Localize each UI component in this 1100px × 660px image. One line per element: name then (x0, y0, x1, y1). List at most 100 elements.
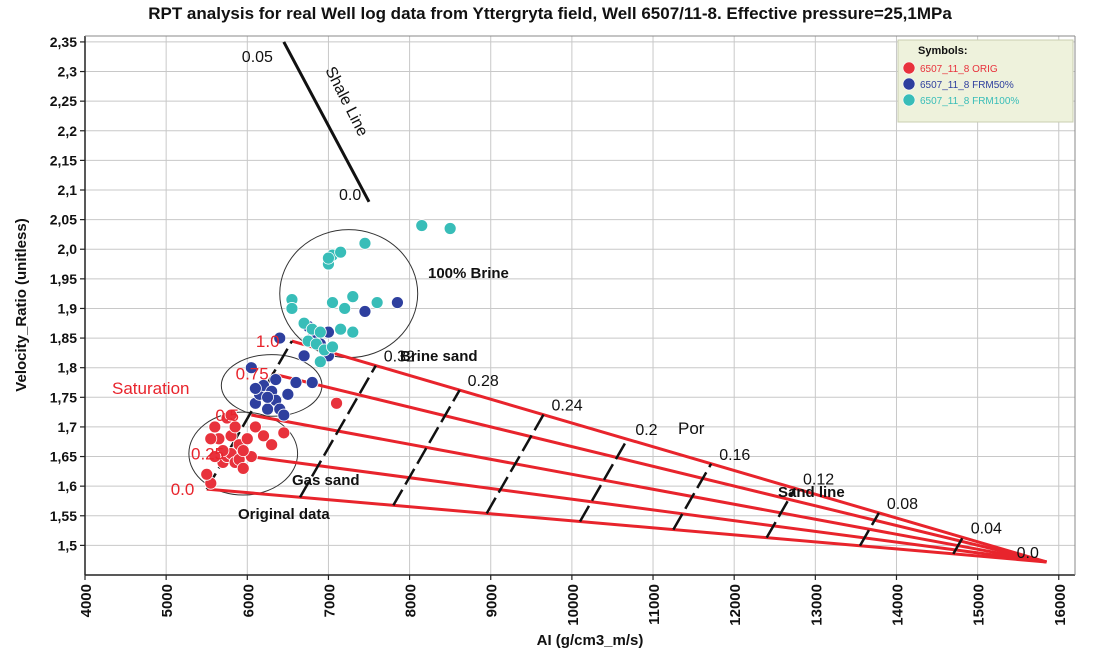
legend-label: 6507_11_8 FRM50% (920, 80, 1014, 91)
legend-marker (902, 77, 916, 91)
x-axis-label: AI (g/cm3_m/s) (537, 632, 644, 649)
saturation-line (206, 487, 1047, 564)
data-point (313, 355, 327, 369)
saturation-label: 1.0 (256, 332, 280, 351)
data-point (269, 373, 283, 386)
y-tick-label: 1,85 (50, 330, 77, 346)
y-tick-label: 2,3 (58, 64, 78, 80)
porosity-label: 0.28 (468, 373, 499, 390)
saturation-label: 0.0 (171, 480, 195, 499)
saturation-line (251, 413, 1047, 564)
saturation-label: 0.75 (236, 365, 269, 384)
data-point (277, 408, 291, 422)
data-point (334, 245, 348, 259)
shale-end-label: 0.0 (339, 187, 361, 204)
data-point (277, 426, 291, 440)
y-tick-label: 2,05 (50, 212, 77, 228)
data-point (297, 349, 311, 363)
data-point (208, 450, 222, 463)
y-tick-label: 2,35 (50, 34, 77, 50)
x-tick-label: 11000 (646, 584, 663, 625)
data-point (443, 222, 457, 235)
plot-frame (85, 36, 1075, 575)
data-point (249, 420, 262, 434)
porosity-label: 0.04 (971, 520, 1002, 537)
legend-box (897, 39, 1074, 123)
data-point (330, 396, 343, 410)
data-point (200, 467, 214, 481)
data-point (265, 438, 279, 452)
x-tick-label: 13000 (808, 584, 825, 626)
x-tick-label: 7000 (321, 584, 338, 617)
template-labels: 0.32 0.28 0.24 0.2 0.16 0.12 0.08 0.04 0.0 0.0 0.2… (171, 49, 1039, 562)
legend-title: Symbols: (918, 45, 968, 57)
data-point (249, 382, 262, 395)
y-tick-labels: 1,5 1,55 1,6 1,65 1,7 1,75 1,8 1,85 1,9 1,95 2,0 2,… (50, 34, 85, 553)
endpoint-label: 0.0 (1017, 545, 1039, 562)
y-tick-label: 2,15 (50, 152, 77, 168)
data-point (285, 302, 299, 315)
ellipse-original-data (188, 411, 299, 496)
porosity-label: 0.2 (635, 422, 657, 439)
porosity-line (485, 414, 545, 515)
legend-label: 6507_11_8 ORIG (920, 64, 998, 75)
axes (84, 35, 1076, 576)
data-point (415, 219, 429, 232)
data-point (313, 325, 327, 339)
y-axis-label: Velocity_Ratio (unitless) (13, 218, 30, 391)
data-point (305, 376, 319, 389)
y-tick-label: 1,7 (58, 419, 78, 435)
x-tick-label: 12000 (727, 584, 744, 626)
porosity-line (858, 512, 880, 547)
y-tick-label: 1,6 (58, 478, 78, 494)
rpt-template-lines (205, 41, 1048, 564)
data-point (289, 376, 303, 389)
data-point (208, 420, 222, 434)
saturation-line (226, 452, 1047, 564)
porosity-label: 0.16 (719, 447, 750, 464)
x-tick-label: 9000 (484, 584, 501, 617)
saturation-label: 0.5 (215, 406, 239, 425)
x-tick-label: 15000 (971, 584, 988, 626)
data-point (346, 325, 360, 339)
shale-line (282, 41, 371, 203)
x-tick-label: 10000 (565, 584, 582, 626)
y-tick-label: 2,0 (58, 241, 78, 257)
porosity-line (392, 389, 461, 506)
y-tick-label: 1,95 (50, 271, 77, 287)
x-tick-label: 16000 (1052, 584, 1069, 626)
data-points (200, 219, 457, 490)
annotation-brine-100: 100% Brine (428, 265, 509, 282)
legend-marker (902, 93, 916, 107)
shale-start-label: 0.05 (242, 49, 273, 66)
data-point (244, 361, 258, 375)
chart-title: RPT analysis for real Well log data from… (148, 4, 952, 23)
legend-marker (902, 61, 916, 75)
data-point (236, 444, 250, 458)
saturation-label: 0.25 (191, 445, 224, 464)
saturation-line (271, 372, 1047, 564)
y-tick-label: 1,75 (50, 389, 77, 405)
legend: Symbols: 6507_11_8 ORIG 6507_11_8 FRM50% 65… (897, 39, 1074, 123)
data-point (236, 461, 250, 475)
porosity-label: 0.08 (887, 496, 918, 513)
porosity-line (298, 364, 377, 498)
data-point (338, 302, 352, 315)
data-point (257, 429, 270, 443)
y-tick-label: 2,1 (58, 182, 78, 198)
y-tick-label: 1,5 (58, 537, 78, 553)
data-point (261, 390, 274, 404)
data-point (224, 408, 238, 422)
data-point (322, 251, 335, 265)
y-tick-label: 1,8 (58, 360, 78, 376)
x-tick-label: 4000 (78, 584, 95, 617)
data-point (281, 387, 295, 401)
legend-label: 6507_11_8 FRM100% (920, 96, 1019, 107)
data-point (334, 322, 348, 336)
y-tick-label: 2,2 (58, 123, 78, 139)
y-tick-label: 2,25 (50, 93, 77, 109)
saturation-line (291, 339, 1048, 564)
x-tick-labels: 4000 5000 6000 7000 8000 9000 10000 11000 12000 1… (78, 575, 1069, 626)
